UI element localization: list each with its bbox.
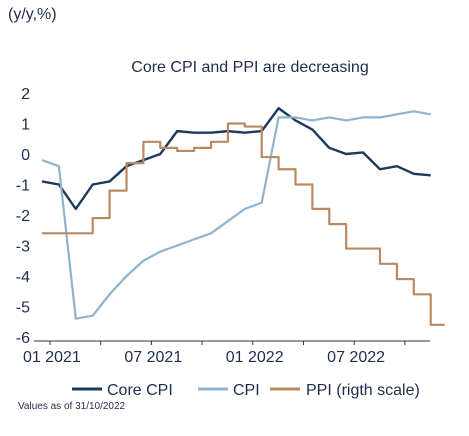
y-tick-label: 2 [21, 86, 30, 103]
y-tick-label: -5 [16, 300, 30, 317]
series-lines [41, 107, 445, 326]
x-tick-label: 01 2021 [23, 349, 81, 366]
y-tick-label: -1 [16, 178, 30, 195]
legend: Core CPI CPI PPI (rigth scale) [72, 382, 420, 399]
x-axis-ticks: 01 2021 07 2021 01 2022 07 2022 [23, 341, 406, 366]
y-tick-label: -2 [16, 208, 30, 225]
legend-label: CPI [233, 382, 260, 399]
y-tick-label: -3 [16, 239, 30, 256]
x-tick-label: 07 2022 [327, 349, 385, 366]
y-tick-label: 0 [21, 147, 30, 164]
y-tick-label: -6 [16, 330, 30, 347]
series-line-ppi-rigth-scale [42, 122, 445, 326]
y-tick-label: -4 [16, 269, 30, 286]
x-tick-label: 01 2022 [226, 349, 284, 366]
y-axis-ticks: 2 1 0 -1 -2 -3 -4 -5 -6 [16, 86, 30, 347]
legend-label: Core CPI [107, 382, 173, 399]
y-tick-label: 1 [21, 117, 30, 134]
unit-label: (y/y,%) [8, 6, 57, 23]
series-line-core-cpi [41, 107, 431, 211]
series-line-cpi [41, 110, 431, 320]
chart-title: Core CPI and PPI are decreasing [131, 59, 368, 76]
footnote: Values as of 31/10/2022 [18, 401, 126, 412]
x-tick-label: 07 2021 [124, 349, 182, 366]
legend-label: PPI (rigth scale) [306, 382, 420, 399]
